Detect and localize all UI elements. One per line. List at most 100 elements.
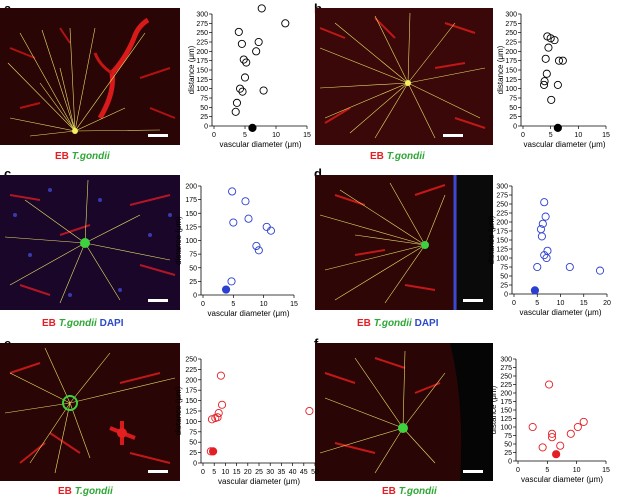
y-tick-label: 125	[185, 224, 197, 231]
data-point	[281, 19, 290, 28]
y-tick-label: 25	[200, 114, 208, 121]
data-point	[533, 262, 542, 272]
y-tick-label: 100	[185, 238, 197, 245]
y-tick-label: 300	[196, 12, 208, 19]
y-tick-label: 225	[496, 211, 508, 218]
x-tick-label: 0	[512, 300, 516, 307]
data-point-filled	[248, 123, 257, 132]
y-tick-label: 100	[505, 86, 517, 93]
y-tick-label: 200	[196, 49, 208, 56]
data-point	[558, 56, 567, 65]
y-tick-label: 50	[189, 265, 197, 272]
y-tick-label: 300	[505, 12, 517, 19]
data-point	[547, 429, 557, 438]
y-tick-label: 275	[500, 365, 512, 372]
data-point	[244, 214, 253, 223]
x-tick-label: 25	[255, 469, 263, 476]
data-point	[566, 429, 575, 438]
data-point	[241, 197, 250, 206]
caption-c: EB T.gondii DAPI	[42, 318, 124, 329]
x-tick-label: 10	[222, 469, 230, 476]
scatter-plot-svg: 0 25 50 75 100 125 150 175 200 225 250 275 300 0 5 10 15…	[187, 4, 311, 149]
data-point-filled	[553, 123, 562, 132]
data-point	[237, 39, 246, 48]
x-tick-label: 15	[602, 467, 610, 474]
y-tick-label: 100	[196, 86, 208, 93]
y-tick-label: 0	[508, 459, 512, 466]
data-point	[540, 251, 549, 260]
y-tick-label: 50	[504, 442, 512, 449]
y-tick-label: 275	[196, 21, 208, 28]
y-tick-label: 250	[196, 30, 208, 37]
x-tick-label: 10	[272, 132, 280, 139]
y-tick-label: 200	[505, 49, 517, 56]
data-point	[305, 406, 314, 416]
y-tick-label: 225	[185, 367, 197, 374]
data-point	[262, 222, 271, 231]
data-point	[544, 43, 553, 52]
caption-e: EB T.gondii	[58, 486, 113, 497]
data-point	[542, 253, 551, 263]
data-point	[240, 73, 250, 82]
y-tick-label: 150	[196, 68, 208, 75]
x-tick-label: 0	[521, 132, 525, 139]
x-tick-label: 15	[290, 301, 298, 308]
data-point	[540, 77, 549, 86]
data-point	[565, 262, 574, 272]
x-tick-label: 5	[535, 300, 539, 307]
y-tick-label: 50	[189, 440, 197, 447]
y-tick-label: 125	[500, 416, 512, 423]
data-point	[207, 415, 217, 424]
y-axis-label: distance (μm)	[489, 385, 498, 434]
x-tick-label: 45	[300, 469, 308, 476]
micrograph-b	[315, 8, 493, 145]
y-tick-label: 200	[496, 220, 508, 227]
x-tick-label: 15	[602, 132, 610, 139]
data-point	[550, 36, 559, 45]
caption-d: EB T.gondii DAPI	[357, 318, 439, 329]
x-tick-label: 50	[311, 469, 319, 476]
data-point	[540, 198, 549, 207]
data-point	[543, 32, 552, 41]
y-tick-label: 50	[200, 105, 208, 112]
x-tick-label: 35	[278, 469, 286, 476]
y-axis-label: distance (μm)	[174, 386, 183, 435]
x-tick-label: 15	[580, 300, 588, 307]
scatter-chart-d: 0 25 50 75 100 125 150 175 200 225 250 275 300 0 5 10 15…	[487, 176, 615, 326]
data-point	[216, 371, 225, 380]
micrograph-a	[0, 8, 180, 145]
x-axis-label: vascular diameter (μm)	[524, 140, 606, 149]
y-tick-label: 225	[196, 40, 208, 47]
y-tick-label: 175	[500, 399, 512, 406]
x-tick-label: 0	[516, 467, 520, 474]
y-tick-label: 0	[204, 124, 208, 131]
data-point-filled	[208, 447, 218, 456]
data-point	[211, 414, 220, 423]
x-tick-label: 5	[545, 467, 549, 474]
y-tick-label: 175	[185, 197, 197, 204]
caption-b: EB T.gondii	[370, 151, 425, 162]
y-tick-label: 0	[513, 124, 517, 131]
y-tick-label: 0	[193, 461, 197, 468]
x-tick-label: 10	[557, 300, 565, 307]
y-tick-label: 175	[185, 388, 197, 395]
y-tick-label: 275	[496, 193, 508, 200]
data-point	[232, 98, 241, 107]
data-point	[545, 380, 554, 389]
data-point	[239, 55, 248, 64]
data-point	[554, 56, 564, 65]
y-tick-label: 25	[504, 450, 512, 457]
micrograph-f	[315, 343, 493, 481]
data-point	[539, 80, 549, 89]
x-tick-label: 0	[201, 469, 205, 476]
y-tick-label: 175	[496, 229, 508, 236]
micrograph-e	[0, 343, 180, 481]
x-tick-label: 5	[549, 132, 553, 139]
y-tick-label: 275	[505, 21, 517, 28]
scatter-chart-e: 0 25 50 75 100 125 150 175 200 225 250 0 5 10 15 20 25 30…	[174, 349, 320, 497]
caption-a: EB T.gondii	[55, 151, 110, 162]
y-tick-label: 75	[189, 252, 197, 259]
data-point	[556, 441, 565, 450]
y-tick-label: 50	[500, 274, 508, 281]
